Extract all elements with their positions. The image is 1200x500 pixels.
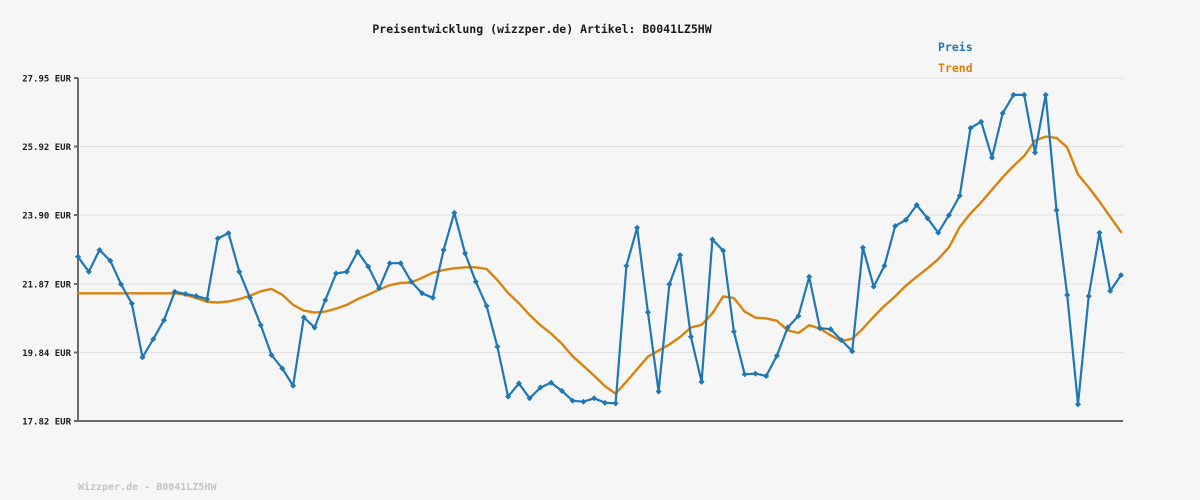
chart-title: Preisentwicklung (wizzper.de) Artikel: B…: [372, 22, 712, 36]
y-axis-label: 21.87 EUR: [22, 280, 71, 290]
legend-item-trend: Trend: [938, 61, 973, 75]
axes: [77, 78, 1123, 422]
y-axis-label: 25.92 EUR: [22, 143, 71, 153]
y-axis-label: 23.90 EUR: [22, 212, 71, 222]
y-axis-label: 19.84 EUR: [22, 349, 71, 359]
trend-line: [76, 135, 1123, 395]
y-axis-label: 27.95 EUR: [22, 75, 71, 85]
legend-label-trend: Trend: [938, 61, 973, 75]
chart-footer-watermark: Wizzper.de - B0041LZ5HW: [78, 482, 217, 493]
legend-item-preis: Preis: [938, 40, 973, 54]
legend-label-preis: Preis: [938, 40, 973, 54]
price-line: [76, 93, 1123, 406]
y-axis-label: 17.82 EUR: [22, 418, 71, 428]
